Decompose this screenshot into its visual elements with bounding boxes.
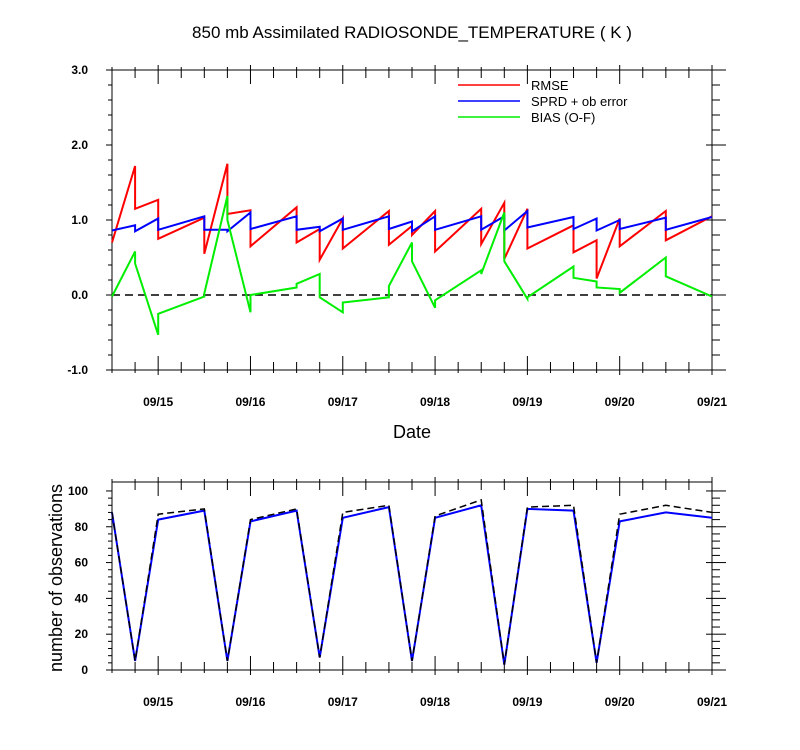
top-y-tick-label: -1.0 [67,363,88,377]
bottom-y-tick-label: 20 [75,627,89,641]
top-chart: 850 mb Assimilated RADIOSONDE_TEMPERATUR… [67,23,727,442]
top-x-tick-label: 09/21 [697,395,727,409]
bottom-series-total [111,498,713,665]
top-x-tick-label: 09/20 [605,395,635,409]
top-x-tick-label: 09/18 [420,395,450,409]
y-axis-title: number of observations [46,484,66,672]
bottom-axes: 09/15 09/16 09/17 09/18 09/19 09/20 09/21 100 80… [68,477,727,709]
bottom-y-tick-label: 100 [68,484,88,498]
bottom-x-tick-label: 09/16 [235,695,265,709]
top-y-tick-label: 2.0 [71,138,88,152]
bottom-x-tick-label: 09/18 [420,695,450,709]
chart-title: 850 mb Assimilated RADIOSONDE_TEMPERATUR… [192,23,632,42]
bottom-y-tick-label: 80 [75,520,89,534]
top-y-tick-label: 0.0 [71,288,88,302]
top-x-tick-label: 09/17 [328,395,358,409]
legend-label: BIAS (O-F) [531,110,595,125]
top-series-sprd-ob-error [111,208,713,234]
bottom-y-tick-label: 60 [75,556,89,570]
bottom-chart: 09/15 09/16 09/17 09/18 09/19 09/20 09/21 100 80… [46,477,727,709]
top-x-tick-label: 09/15 [143,395,173,409]
top-plot-frame [111,69,713,371]
legend-label: RMSE [531,78,569,93]
bottom-x-tick-label: 09/21 [697,695,727,709]
top-x-tick-label: 09/19 [512,395,542,409]
bottom-x-tick-label: 09/15 [143,695,173,709]
top-x-tick-label: 09/16 [235,395,265,409]
top-axes: 09/15 09/16 09/17 09/18 09/19 09/20 09/21 3.0 2.… [67,63,727,409]
bottom-series-assimilated [111,504,713,665]
bottom-series-group [111,498,713,665]
top-y-tick-label: 1.0 [71,213,88,227]
bottom-y-tick-label: 40 [75,591,89,605]
bottom-y-tick-label: 0 [81,663,88,677]
x-axis-title: Date [393,422,431,442]
bottom-x-tick-label: 09/20 [605,695,635,709]
top-series-group [111,163,713,336]
top-y-tick-label: 3.0 [71,63,88,77]
bottom-x-tick-label: 09/17 [328,695,358,709]
legend-label: SPRD + ob error [531,94,628,109]
top-series-rmse [111,163,713,279]
bottom-x-tick-label: 09/19 [512,695,542,709]
top-series-bias-o-f [111,195,713,336]
